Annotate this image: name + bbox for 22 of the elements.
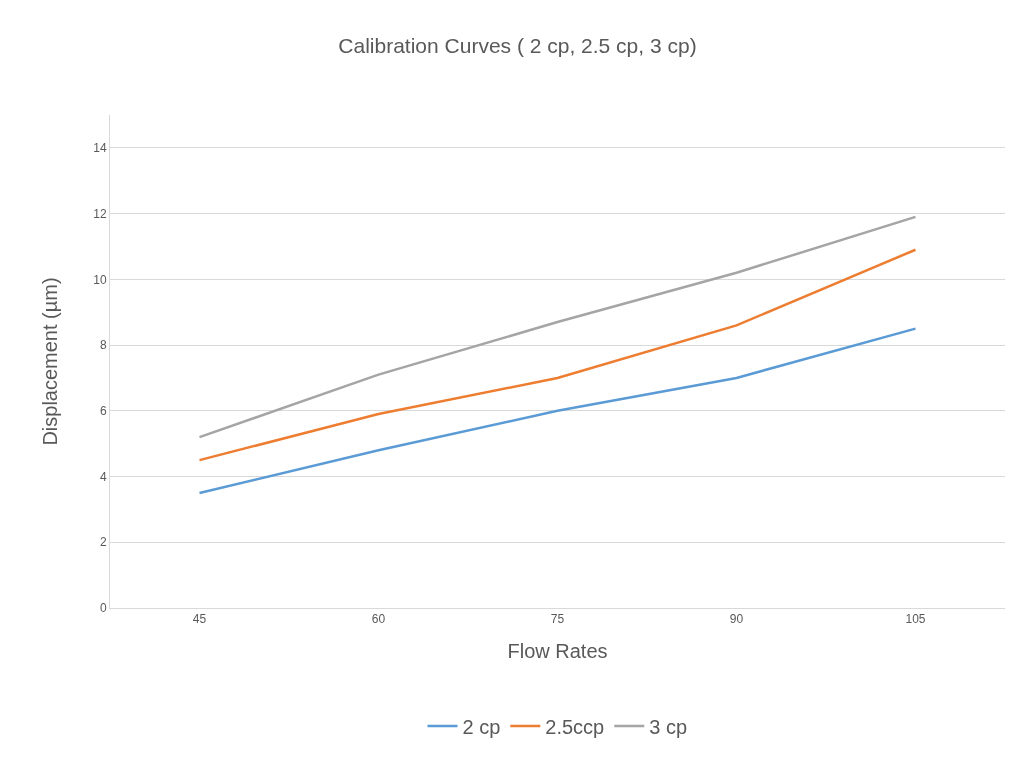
x-tick-label: 45 [192,612,207,627]
y-axis-title: Displacement (µm) [38,277,61,446]
legend-label: 2 cp [462,715,501,738]
line-series [198,327,917,495]
y-tick-label: 4 [99,469,107,484]
legend-label: 3 cp [649,715,688,738]
x-tick-label: 60 [371,612,386,627]
x-axis-title: Flow Rates [507,639,608,662]
legend-label: 2.5ccp [545,715,605,738]
y-tick-label: 8 [99,338,107,353]
chart-title: Calibration Curves ( 2 cp, 2.5 cp, 3 cp) [338,34,697,58]
x-tick-label: 105 [905,612,926,627]
x-tick-label: 90 [729,612,744,627]
y-tick-label: 12 [93,206,107,221]
y-tick-label: 0 [99,601,107,616]
y-tick-label: 2 [99,535,107,550]
line-series [198,248,917,462]
y-tick-label: 6 [99,404,107,418]
y-tick-label: 14 [93,141,107,156]
y-tick-label: 10 [93,272,107,287]
x-tick-label: 75 [550,612,565,627]
line-series [198,215,917,439]
